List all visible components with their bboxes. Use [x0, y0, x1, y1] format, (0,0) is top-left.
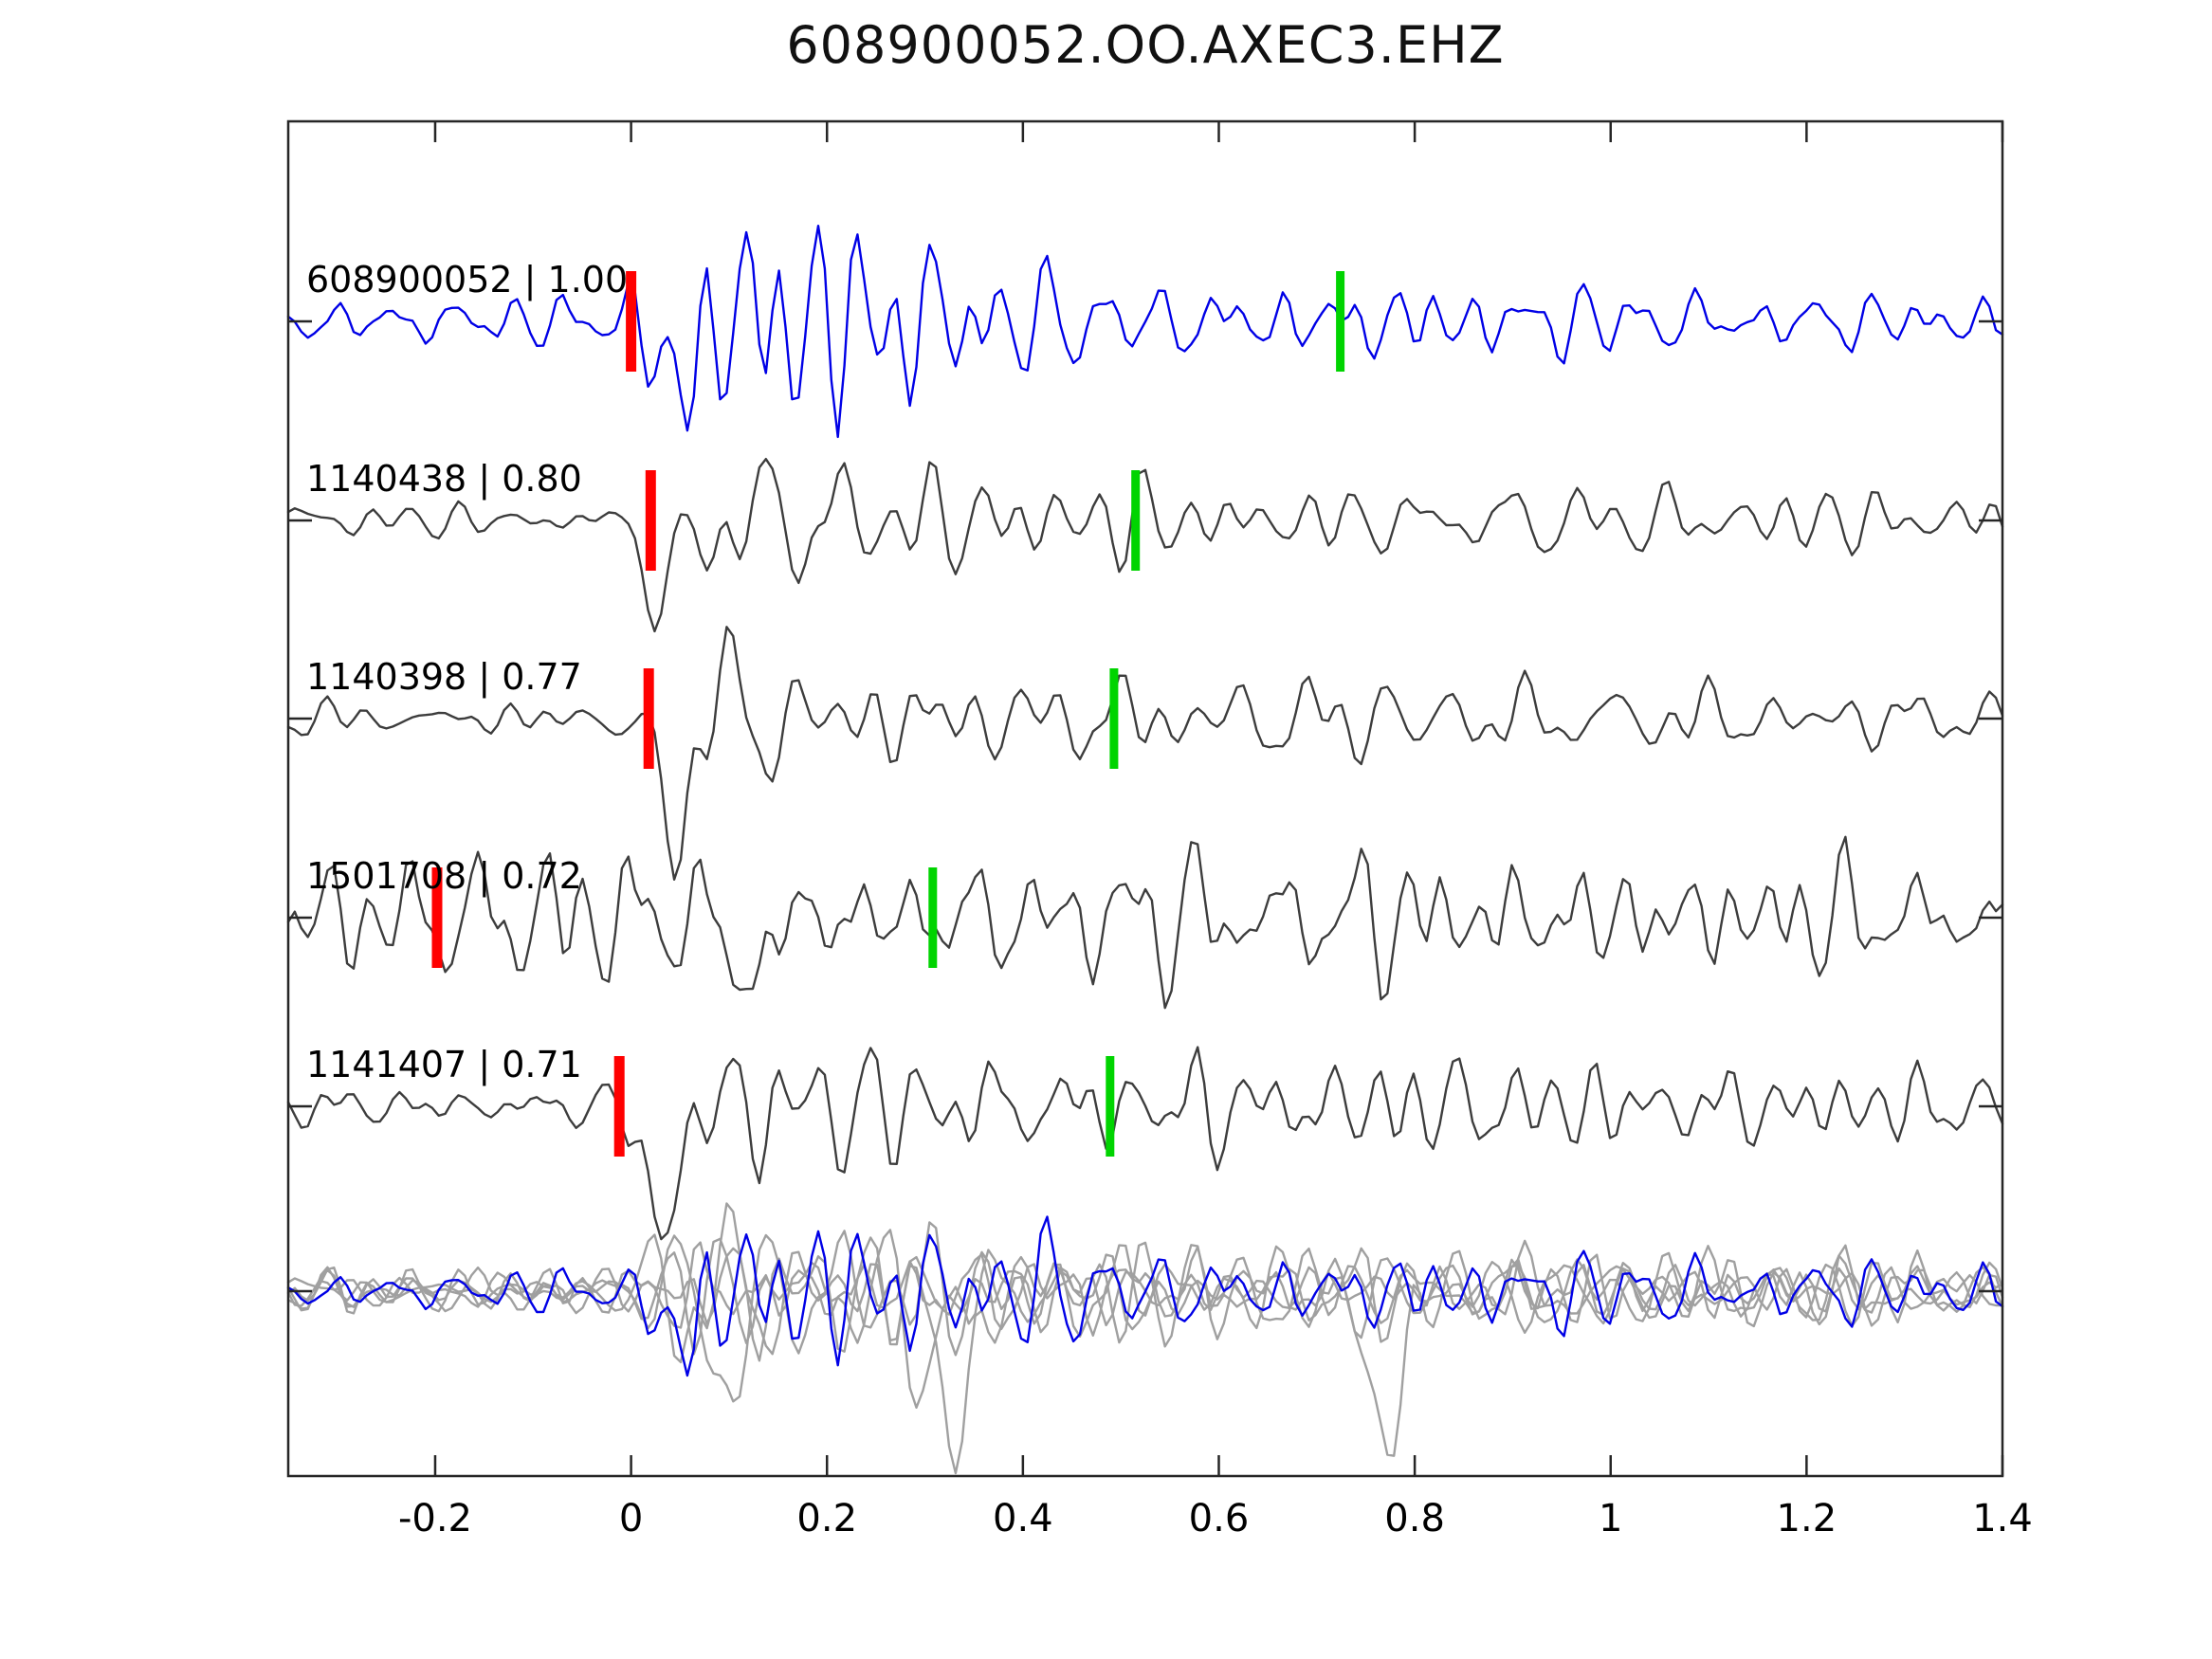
trace-label-608900052: 608900052 | 1.00 — [306, 259, 628, 301]
trace-line-1140438 — [286, 458, 2004, 633]
x-tick-label: 0.6 — [1189, 1497, 1250, 1540]
green-pick-marker-1140438 — [1131, 470, 1141, 571]
red-pick-marker-608900052 — [626, 271, 637, 372]
trace-line-1141407 — [286, 1046, 2004, 1241]
x-tick-label: 0.8 — [1384, 1497, 1445, 1540]
red-pick-marker-1140438 — [645, 470, 656, 571]
x-tick-label: 0 — [619, 1497, 643, 1540]
green-pick-marker-1141407 — [1106, 1056, 1115, 1157]
overlay-trace-1 — [286, 1202, 2004, 1475]
trace-label-1141407: 1141407 | 0.71 — [306, 1044, 582, 1086]
red-pick-marker-1141407 — [613, 1056, 625, 1157]
chart-title: 608900052.OO.AXEC3.EHZ — [786, 15, 1505, 75]
overlay-trace-4 — [286, 1229, 2004, 1410]
trace-line-1140398 — [286, 626, 2004, 881]
trace-label-1501708: 1501708 | 0.72 — [306, 855, 582, 898]
green-pick-marker-1140398 — [1109, 668, 1119, 769]
red-pick-marker-1501708 — [431, 867, 443, 968]
trace-label-1140398: 1140398 | 0.77 — [306, 656, 582, 699]
x-tick-label: 0.4 — [993, 1497, 1053, 1540]
overlay-trace-5 — [286, 1215, 2004, 1377]
overlay-trace-2 — [286, 1241, 2004, 1348]
green-pick-marker-1501708 — [928, 867, 938, 968]
x-tick-label: 0.2 — [796, 1497, 857, 1540]
plot-border — [286, 119, 2004, 1478]
green-pick-marker-608900052 — [1336, 271, 1345, 372]
red-pick-marker-1140398 — [643, 668, 654, 769]
x-tick-label: 1.4 — [1972, 1497, 2033, 1540]
trace-line-1501708 — [286, 835, 2004, 1010]
trace-label-1140438: 1140438 | 0.80 — [306, 458, 582, 501]
trace-line-608900052 — [286, 224, 2004, 439]
x-tick-label: -0.2 — [398, 1497, 472, 1540]
x-tick-label: 1 — [1599, 1497, 1622, 1540]
overlay-trace-3 — [286, 1236, 2004, 1457]
x-tick-label: 1.2 — [1777, 1497, 1837, 1540]
